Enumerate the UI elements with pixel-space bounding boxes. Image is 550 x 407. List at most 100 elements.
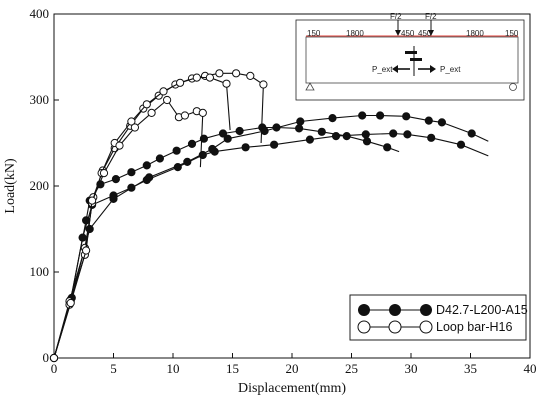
x-tick-label-8: 40 <box>524 361 537 376</box>
x-tick-label-7: 35 <box>464 361 477 376</box>
series-1-point <box>331 132 341 141</box>
inset-beam <box>305 36 519 84</box>
inset-rebar-bottom <box>410 58 422 61</box>
series-1-point <box>187 139 197 148</box>
series-2-point <box>127 117 136 126</box>
series-1-point <box>270 140 279 149</box>
y-tick-label-1: 100 <box>30 264 50 279</box>
series-2-point <box>180 111 189 120</box>
series-1-point <box>362 137 372 146</box>
series-1-point <box>127 168 136 177</box>
series-1-point <box>241 143 250 152</box>
series-2-point <box>159 87 168 96</box>
y-tick-label-2: 200 <box>30 178 50 193</box>
series-1-point <box>361 130 370 139</box>
inset-pull-arrowhead-left <box>392 65 398 73</box>
series-1-point <box>295 124 304 133</box>
series-1-point <box>328 114 337 123</box>
series-1-curve-1 <box>49 123 400 363</box>
series-1-point <box>305 135 314 144</box>
series-2-point <box>198 108 207 118</box>
series-1-point <box>467 129 476 138</box>
legend-marker-series-2-b <box>388 320 402 334</box>
x-tick-label-2: 10 <box>167 361 180 376</box>
series-1-point <box>427 133 436 142</box>
inset-label-f-right: F/2 <box>425 12 437 21</box>
series-1-point <box>142 161 151 170</box>
series-1-point <box>456 140 466 149</box>
series-1-point <box>218 129 228 138</box>
series-1-point <box>402 112 411 121</box>
inset-label-pext-left: P_ext <box>372 65 393 74</box>
legend-label-series-1: D42.7-L200-A15 <box>436 303 528 317</box>
y-tick-label-3: 300 <box>30 92 50 107</box>
series-2-point <box>88 196 97 205</box>
series-1-point <box>223 134 232 143</box>
series-2-line-1 <box>53 72 264 359</box>
inset-label-pext-right: P_ext <box>440 65 461 74</box>
series-2-point <box>82 246 91 255</box>
series-1-point <box>109 194 118 203</box>
series-2-point <box>66 298 75 308</box>
series-1-point <box>389 129 398 138</box>
inset-load-arrowhead-left <box>395 30 401 36</box>
y-axis-label: Load(kN) <box>3 158 18 214</box>
inset-support-right <box>509 83 517 91</box>
inset-dim-450-right: 450 <box>418 29 432 38</box>
series-2-point <box>142 100 151 109</box>
series-2-point <box>163 95 172 105</box>
series-1-point <box>437 118 446 127</box>
inset-load-arrowhead-right <box>428 30 434 36</box>
x-tick-label-6: 30 <box>405 361 418 376</box>
series-1-curve-3 <box>49 111 489 363</box>
series-2-point <box>205 73 214 82</box>
y-tick-label-4: 400 <box>30 6 50 21</box>
x-tick-label-4: 20 <box>286 361 299 376</box>
y-tick-label-0: 0 <box>43 350 50 365</box>
series-2-point <box>192 73 201 82</box>
legend: D42.7-L200-A15 Loop bar-H16 <box>349 294 528 341</box>
series-2-line-3 <box>53 99 204 359</box>
series-1-point <box>424 116 433 125</box>
series-1-point <box>403 130 412 139</box>
series-2-point <box>259 80 268 89</box>
legend-marker-series-2-a <box>357 320 371 334</box>
series-1-point <box>235 126 244 136</box>
series-2-line-2 <box>53 77 231 359</box>
series-1-point <box>172 146 181 155</box>
series-2-point <box>176 78 185 87</box>
legend-frame <box>349 294 527 341</box>
series-1-line-1 <box>53 126 400 359</box>
series-1-point <box>296 117 305 126</box>
series-1-point <box>208 144 217 154</box>
series-1-point <box>111 175 121 184</box>
x-tick-label-5: 25 <box>345 361 358 376</box>
series-1-point <box>358 111 367 120</box>
series-2-point <box>130 123 139 132</box>
legend-label-series-2: Loop bar-H16 <box>436 320 512 334</box>
x-tick-label-1: 5 <box>110 361 117 376</box>
series-1-point <box>78 233 87 242</box>
series-2-point <box>232 69 241 78</box>
data-curves <box>49 69 489 363</box>
inset-dim-1800-right: 1800 <box>466 29 484 38</box>
inset-dim-150-left: 150 <box>307 29 321 38</box>
series-2-curve-3 <box>49 95 207 363</box>
legend-marker-series-1-c <box>420 304 432 316</box>
series-1-point <box>317 127 326 136</box>
inset-dim-450-left: 450 <box>401 29 415 38</box>
legend-marker-series-1-a <box>358 304 370 316</box>
x-tick-label-3: 15 <box>226 361 239 376</box>
inset-support-left <box>305 82 315 91</box>
series-2-curve-1 <box>49 69 268 363</box>
series-1-point <box>183 157 192 166</box>
series-1-point <box>145 173 154 182</box>
series-2-point <box>49 353 59 363</box>
series-2-point <box>115 141 124 150</box>
legend-marker-series-2-c <box>419 320 433 334</box>
series-2-point <box>246 71 255 81</box>
inset-rebar-top <box>405 51 417 54</box>
series-2-point <box>99 169 109 178</box>
series-1-point <box>383 143 392 152</box>
inset-label-f-left: F/2 <box>390 12 402 21</box>
